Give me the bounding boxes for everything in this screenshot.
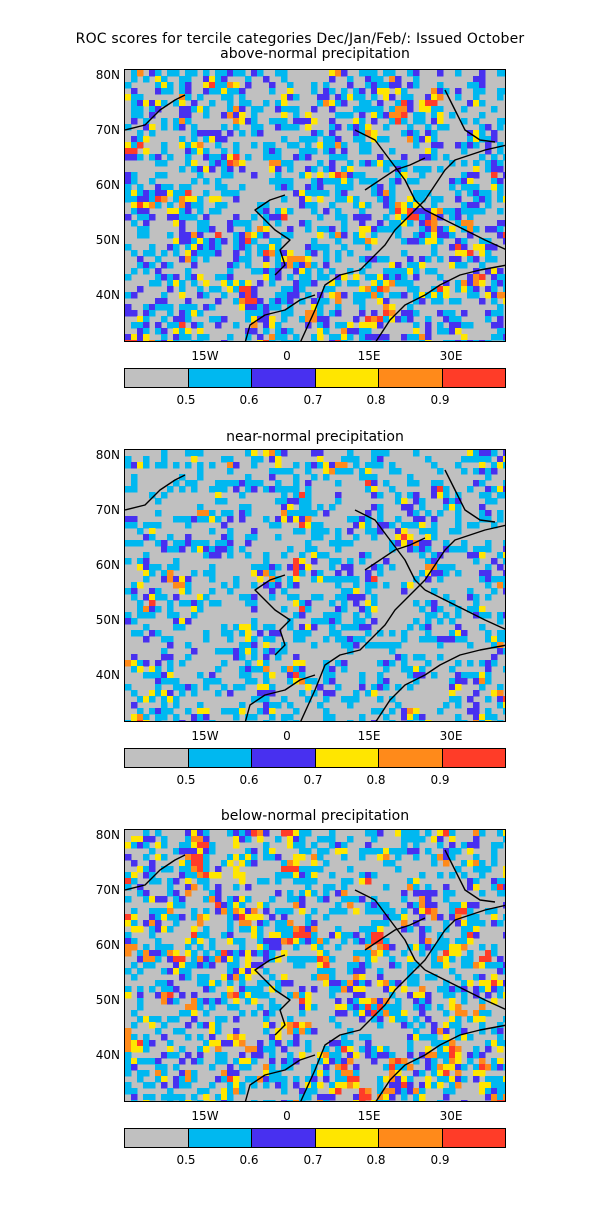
- x-tick-label: 15W: [191, 349, 219, 363]
- colorbar-segment: [252, 369, 316, 387]
- x-tick-label: 15E: [357, 349, 381, 363]
- colorbar-segment: [315, 369, 379, 387]
- colorbar-segment: [379, 1129, 443, 1147]
- y-tick-label: 70N: [95, 883, 120, 897]
- roc-score-field: [125, 830, 505, 1101]
- x-tick-label: 15W: [191, 1109, 219, 1123]
- x-tick-label: 30E: [439, 1109, 463, 1123]
- colorbar-segment: [125, 1129, 189, 1147]
- colorbar-label: 0.7: [303, 773, 323, 787]
- colorbar-label: 0.5: [176, 1153, 196, 1167]
- colorbar-segment: [188, 1129, 252, 1147]
- panel-title: below-normal precipitation: [220, 808, 410, 824]
- y-tick-label: 70N: [95, 123, 120, 137]
- y-tick-label: 40N: [95, 288, 120, 302]
- x-tick-label: 0: [283, 349, 291, 363]
- y-tick-label: 40N: [95, 668, 120, 682]
- colorbar-segment: [188, 749, 252, 767]
- colorbar-label: 0.8: [366, 773, 386, 787]
- colorbar-label: 0.9: [430, 393, 450, 407]
- figure-title: ROC scores for tercile categories Dec/Ja…: [75, 31, 525, 47]
- colorbar: [124, 748, 506, 768]
- panel-title: near-normal precipitation: [226, 429, 404, 445]
- colorbar-label: 0.8: [366, 1153, 386, 1167]
- colorbar-label: 0.7: [303, 393, 323, 407]
- colorbar-label: 0.6: [239, 1153, 259, 1167]
- colorbar-segment: [379, 749, 443, 767]
- y-tick-label: 50N: [95, 233, 120, 247]
- x-tick-label: 15E: [357, 1109, 381, 1123]
- colorbar-segment: [252, 749, 316, 767]
- x-tick-label: 0: [283, 729, 291, 743]
- colorbar-label: 0.8: [366, 393, 386, 407]
- colorbar-label: 0.5: [176, 393, 196, 407]
- colorbar-label: 0.7: [303, 1153, 323, 1167]
- colorbar-segment: [379, 369, 443, 387]
- x-tick-label: 15E: [357, 729, 381, 743]
- colorbar-segment: [252, 1129, 316, 1147]
- colorbar-label: 0.9: [430, 1153, 450, 1167]
- colorbar-label: 0.5: [176, 773, 196, 787]
- panel-title: above-normal precipitation: [220, 46, 410, 62]
- colorbar-segment: [442, 1129, 505, 1147]
- y-tick-label: 60N: [95, 558, 120, 572]
- roc-score-field: [125, 450, 505, 721]
- colorbar-label: 0.6: [239, 773, 259, 787]
- y-tick-label: 50N: [95, 993, 120, 1007]
- colorbar-segment: [442, 369, 505, 387]
- colorbar: [124, 1128, 506, 1148]
- colorbar-segment: [188, 369, 252, 387]
- colorbar: [124, 368, 506, 388]
- roc-map: [124, 829, 506, 1102]
- x-tick-label: 30E: [439, 729, 463, 743]
- roc-map: [124, 69, 506, 342]
- colorbar-segment: [125, 369, 189, 387]
- y-tick-label: 70N: [95, 503, 120, 517]
- y-tick-label: 80N: [95, 448, 120, 462]
- y-tick-label: 80N: [95, 828, 120, 842]
- y-tick-label: 60N: [95, 178, 120, 192]
- colorbar-segment: [315, 749, 379, 767]
- roc-score-field: [125, 70, 505, 341]
- y-tick-label: 50N: [95, 613, 120, 627]
- x-tick-label: 30E: [439, 349, 463, 363]
- colorbar-segment: [125, 749, 189, 767]
- colorbar-label: 0.9: [430, 773, 450, 787]
- y-tick-label: 60N: [95, 938, 120, 952]
- colorbar-segment: [442, 749, 505, 767]
- roc-map: [124, 449, 506, 722]
- colorbar-segment: [315, 1129, 379, 1147]
- y-tick-label: 80N: [95, 68, 120, 82]
- y-tick-label: 40N: [95, 1048, 120, 1062]
- x-tick-label: 0: [283, 1109, 291, 1123]
- colorbar-label: 0.6: [239, 393, 259, 407]
- x-tick-label: 15W: [191, 729, 219, 743]
